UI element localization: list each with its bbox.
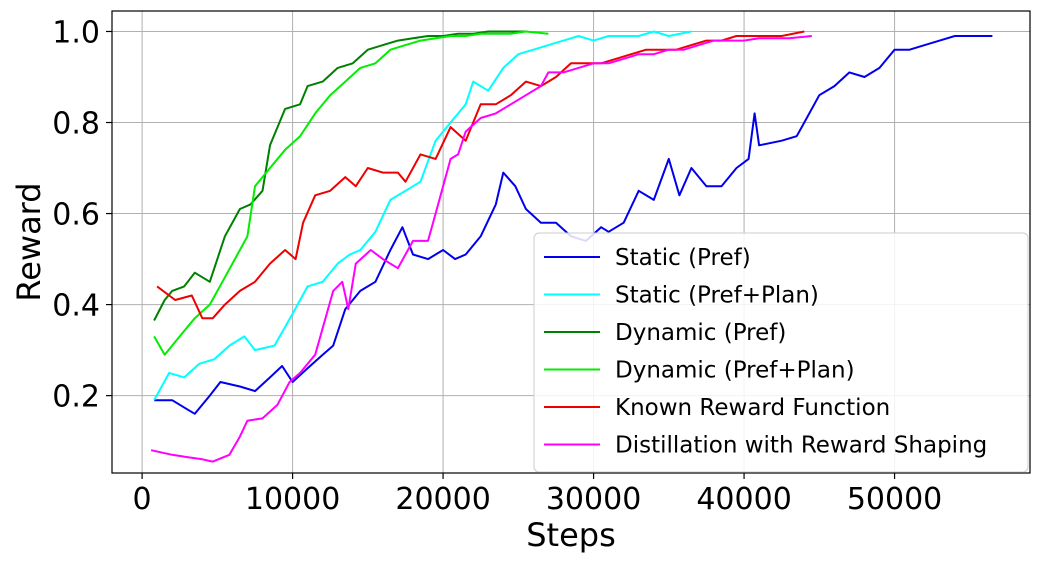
x-tick-label: 0 bbox=[133, 482, 152, 517]
y-axis-ticks: 0.2 0.4 0.6 0.8 1.0 bbox=[52, 15, 112, 415]
series-line-4 bbox=[153, 30, 549, 356]
x-tick-label: 40000 bbox=[696, 482, 791, 517]
y-axis-label: Reward bbox=[10, 182, 48, 301]
legend-label: Dynamic (Pref) bbox=[615, 320, 786, 346]
y-tick-label: 1.0 bbox=[52, 15, 100, 50]
x-tick-label: 10000 bbox=[245, 482, 340, 517]
legend-label: Dynamic (Pref+Plan) bbox=[615, 358, 855, 384]
x-tick-label: 20000 bbox=[395, 482, 490, 517]
series-lines bbox=[150, 30, 993, 463]
series-line-3 bbox=[153, 30, 526, 321]
series-line-2 bbox=[153, 30, 692, 401]
y-tick-label: 0.6 bbox=[52, 198, 100, 233]
x-tick-label: 50000 bbox=[847, 482, 942, 517]
plot-area-border bbox=[111, 10, 1031, 474]
legend-label: Static (Pref) bbox=[615, 245, 751, 271]
legend-label: Known Reward Function bbox=[615, 395, 890, 421]
y-tick-label: 0.2 bbox=[52, 380, 100, 415]
y-tick-label: 0.4 bbox=[52, 289, 100, 324]
legend-label: Static (Pref+Plan) bbox=[615, 283, 819, 309]
legend-box bbox=[533, 232, 1029, 473]
series-line-6 bbox=[150, 35, 812, 463]
x-axis-label: Steps bbox=[526, 516, 616, 554]
y-tick-label: 0.8 bbox=[52, 107, 100, 142]
legend-label: Distillation with Reward Shaping bbox=[615, 433, 987, 459]
legend: Static (Pref) Static (Pref+Plan) Dynamic (… bbox=[533, 232, 1029, 473]
x-tick-label: 30000 bbox=[546, 482, 641, 517]
x-axis-ticks: 0 10000 20000 30000 40000 50000 bbox=[133, 473, 942, 517]
series-line-1 bbox=[154, 35, 993, 415]
series-line-5 bbox=[156, 30, 805, 320]
